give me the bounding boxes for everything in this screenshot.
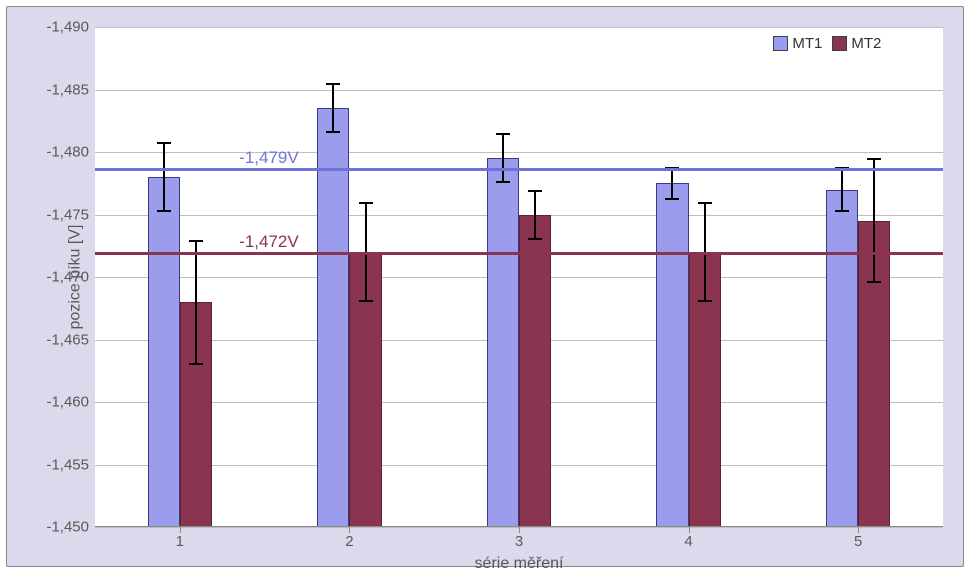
x-tick-label: 3 <box>515 533 523 550</box>
y-tick-label: -1,465 <box>46 331 89 348</box>
y-tick-label: -1,475 <box>46 206 89 223</box>
error-bar <box>496 133 510 183</box>
x-tick-label: 4 <box>684 533 692 550</box>
x-axis-title: série měření <box>475 555 564 573</box>
x-tick-label: 2 <box>345 533 353 550</box>
reference-label-1: -1,479V <box>239 148 299 168</box>
gridline <box>95 90 943 91</box>
legend-item-mt2: MT2 <box>832 35 881 52</box>
error-bar <box>665 167 679 200</box>
bar-mt1-3 <box>487 158 519 527</box>
legend-label: MT1 <box>792 35 822 52</box>
error-bar <box>326 83 340 133</box>
y-tick-label: -1,460 <box>46 394 89 411</box>
gridline <box>95 27 943 28</box>
y-tick-label: -1,455 <box>46 456 89 473</box>
y-tick-label: -1,490 <box>46 19 89 36</box>
error-bar <box>835 167 849 212</box>
reference-line-1 <box>95 168 943 171</box>
x-tick-label: 5 <box>854 533 862 550</box>
y-tick-label: -1,485 <box>46 81 89 98</box>
y-tick-label: -1,480 <box>46 144 89 161</box>
gridline <box>95 152 943 153</box>
legend-label: MT2 <box>851 35 881 52</box>
legend-swatch <box>832 36 847 51</box>
error-bar <box>528 190 542 240</box>
bar-mt1-5 <box>826 190 858 528</box>
error-bar <box>157 142 171 212</box>
y-tick-label: -1,470 <box>46 269 89 286</box>
error-bar <box>189 240 203 365</box>
legend: MT1 MT2 <box>773 35 891 55</box>
error-bar <box>867 158 881 283</box>
y-tick-label: -1,450 <box>46 519 89 536</box>
axis-line-bottom <box>95 526 943 527</box>
reference-line-2 <box>95 252 943 255</box>
bar-mt1-4 <box>656 183 688 527</box>
plot-area: pozice píku [V] série měření MT1MT2 -1,4… <box>95 27 943 527</box>
x-tick-label: 1 <box>176 533 184 550</box>
bar-mt2-3 <box>519 215 551 528</box>
legend-item-mt1: MT1 <box>773 35 822 52</box>
reference-label-2: -1,472V <box>239 232 299 252</box>
legend-swatch <box>773 36 788 51</box>
bar-mt1-1 <box>148 177 180 527</box>
chart-frame: pozice píku [V] série měření MT1MT2 -1,4… <box>6 6 964 567</box>
